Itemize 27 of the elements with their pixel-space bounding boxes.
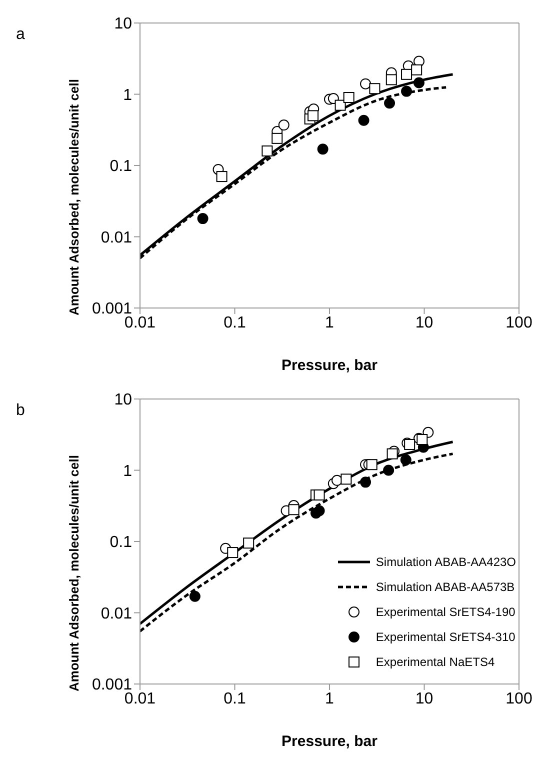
y-tick-label: 0.1 — [110, 158, 132, 176]
legend-label: Simulation ABAB-AA423O — [376, 554, 516, 568]
y-tick-label: 0.01 — [100, 605, 132, 622]
y-axis-title: Amount Adsorbed, molecules/unit cell — [66, 455, 82, 692]
y-tick-label: 1 — [123, 86, 132, 104]
x-tick-label: 10 — [415, 314, 434, 332]
x-tick-label: 0.1 — [224, 314, 246, 332]
legend-label: Experimental NaETS4 — [376, 654, 495, 668]
y-tick-label: 1 — [123, 462, 132, 480]
legend-label: Experimental SrETS4-310 — [376, 630, 516, 644]
x-axis-title: Pressure, bar — [282, 733, 378, 750]
x-tick-label: 100 — [506, 690, 532, 708]
y-tick-label: 0.01 — [100, 229, 132, 246]
y-tick-label: 0.1 — [110, 534, 132, 552]
y-tick-label: 10 — [114, 16, 132, 33]
x-tick-label: 100 — [506, 314, 532, 332]
legend-label: Experimental SrETS4-190 — [376, 604, 516, 618]
y-tick-label: 10 — [114, 392, 132, 409]
chart-title: a — [16, 26, 25, 44]
x-tick-label: 10 — [415, 690, 434, 708]
x-tick-label: 1 — [325, 690, 334, 708]
chart-title: b — [16, 402, 25, 420]
legend-label: Simulation ABAB-AA573B — [376, 580, 515, 594]
x-tick-label: 1 — [325, 314, 334, 332]
y-axis-title: Amount Adsorbed, molecules/unit cell — [66, 79, 82, 316]
x-axis-title: Pressure, bar — [282, 357, 378, 374]
x-tick-label: 0.1 — [224, 690, 246, 708]
